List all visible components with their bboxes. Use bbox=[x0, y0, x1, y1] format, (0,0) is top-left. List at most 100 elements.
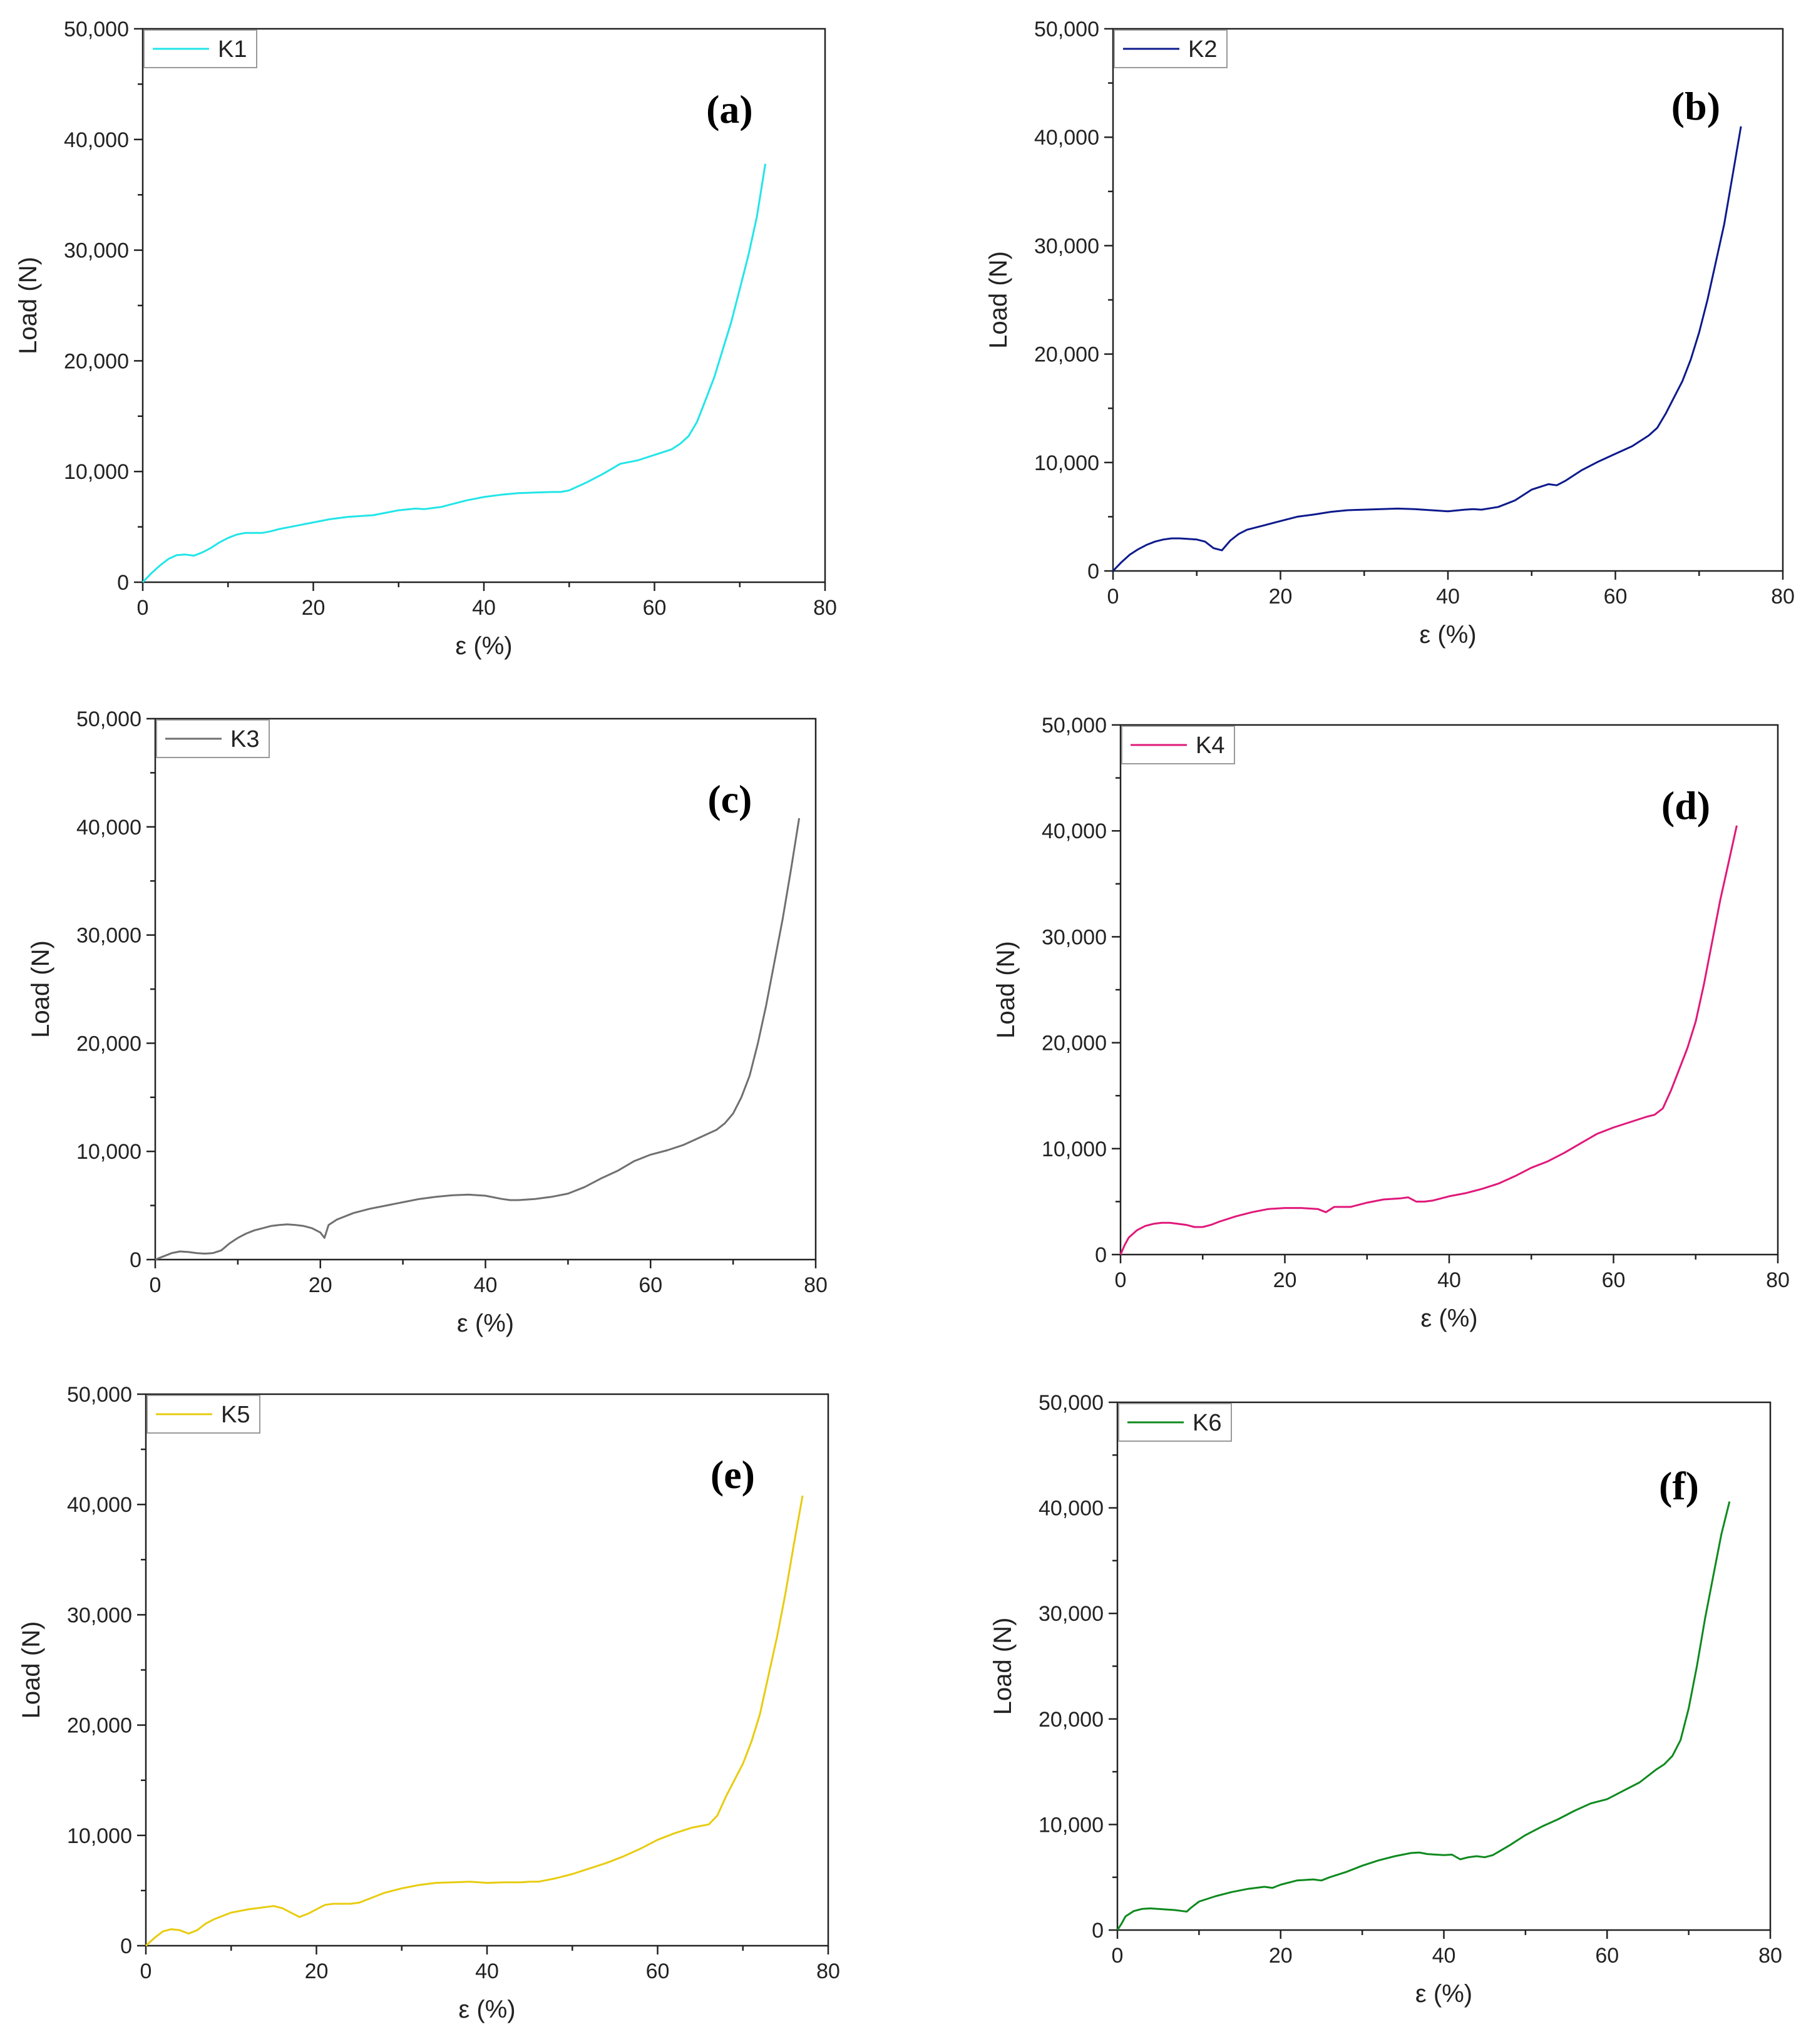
legend-label: K2 bbox=[1188, 36, 1217, 63]
y-tick-label: 20,000 bbox=[1039, 1708, 1104, 1732]
series-line-k6 bbox=[1116, 1501, 1731, 1931]
x-tick-label: 80 bbox=[1766, 1268, 1790, 1292]
x-tick-label: 80 bbox=[816, 1959, 840, 1983]
legend: K3 bbox=[156, 719, 270, 758]
panel-label: (a) bbox=[706, 87, 753, 131]
x-tick-label: 20 bbox=[1269, 1944, 1293, 1968]
x-tick-label: 40 bbox=[475, 1959, 499, 1983]
legend-label: K1 bbox=[218, 36, 247, 63]
y-tick-label: 40,000 bbox=[1042, 819, 1107, 843]
y-tick-label: 10,000 bbox=[1034, 451, 1099, 475]
x-tick-label: 0 bbox=[1107, 585, 1119, 609]
y-tick-label: 20,000 bbox=[1034, 343, 1099, 367]
series-line-k4 bbox=[1119, 825, 1738, 1255]
series-line-k2 bbox=[1112, 126, 1742, 572]
y-axis-title: Load (N) bbox=[989, 1618, 1017, 1715]
chart-panel-1: 0 20 40 60 80 0 10,000 20,000 30,000 40,000 50,000… bbox=[14, 18, 837, 660]
y-axis-title: Load (N) bbox=[18, 1621, 45, 1719]
legend-label: K4 bbox=[1196, 732, 1224, 759]
x-tick-label: 20 bbox=[1269, 585, 1293, 609]
y-axis-title: Load (N) bbox=[985, 251, 1012, 349]
x-tick-label: 60 bbox=[639, 1273, 662, 1297]
legend: K6 bbox=[1118, 1403, 1232, 1442]
x-tick-label: 80 bbox=[1758, 1944, 1782, 1968]
y-tick-label: 50,000 bbox=[1042, 714, 1107, 737]
x-axis-title: ε (%) bbox=[455, 632, 512, 660]
y-tick-label: 0 bbox=[1092, 1919, 1104, 1943]
panel-label: (c) bbox=[707, 777, 752, 821]
x-tick-label: 20 bbox=[302, 596, 326, 620]
legend: K2 bbox=[1114, 29, 1228, 68]
y-tick-label: 40,000 bbox=[64, 128, 129, 152]
y-tick-label: 0 bbox=[120, 1934, 132, 1958]
chart-panel-6: 0 20 40 60 80 0 10,000 20,000 30,000 40,000 50,000… bbox=[989, 1391, 1782, 2008]
x-axis-title: ε (%) bbox=[458, 1996, 515, 2023]
y-tick-label: 50,000 bbox=[1039, 1391, 1104, 1415]
x-tick-label: 40 bbox=[1437, 1268, 1461, 1292]
y-tick-label: 30,000 bbox=[64, 239, 129, 263]
legend-label: K5 bbox=[221, 1402, 250, 1428]
x-tick-label: 0 bbox=[1112, 1944, 1124, 1968]
y-tick-label: 10,000 bbox=[64, 460, 129, 484]
y-tick-label: 10,000 bbox=[76, 1140, 141, 1164]
x-tick-label: 60 bbox=[1604, 585, 1628, 609]
x-tick-label: 0 bbox=[140, 1959, 152, 1983]
y-tick-label: 40,000 bbox=[1034, 126, 1099, 150]
y-tick-label: 10,000 bbox=[1039, 1813, 1104, 1837]
x-tick-label: 20 bbox=[309, 1273, 332, 1297]
x-axis-title: ε (%) bbox=[1415, 1980, 1472, 2008]
x-axis-title: ε (%) bbox=[457, 1310, 514, 1337]
panel-label: (f) bbox=[1659, 1464, 1699, 1508]
y-axis-title: Load (N) bbox=[27, 940, 54, 1038]
y-tick-label: 30,000 bbox=[1042, 925, 1107, 949]
x-tick-label: 60 bbox=[1602, 1268, 1626, 1292]
y-tick-label: 0 bbox=[117, 571, 129, 595]
y-tick-label: 10,000 bbox=[1042, 1138, 1107, 1161]
chart-panel-2: 0 20 40 60 80 0 10,000 20,000 30,000 40,000 50,000… bbox=[985, 18, 1795, 649]
panel-label: (e) bbox=[711, 1452, 755, 1497]
y-tick-label: 0 bbox=[1095, 1243, 1107, 1267]
x-tick-label: 0 bbox=[137, 596, 149, 620]
y-tick-label: 20,000 bbox=[76, 1032, 141, 1055]
y-tick-label: 50,000 bbox=[76, 707, 141, 731]
x-axis-title: ε (%) bbox=[1419, 621, 1476, 649]
legend-label: K6 bbox=[1193, 1410, 1221, 1436]
series-line-k3 bbox=[155, 818, 801, 1261]
legend: K5 bbox=[146, 1395, 260, 1434]
series-line-k1 bbox=[141, 163, 767, 583]
x-axis-title: ε (%) bbox=[1420, 1305, 1477, 1332]
y-axis-title: Load (N) bbox=[14, 257, 42, 354]
x-tick-label: 40 bbox=[1436, 585, 1460, 609]
x-tick-label: 80 bbox=[813, 596, 837, 620]
legend: K4 bbox=[1121, 726, 1235, 764]
legend-label: K3 bbox=[230, 726, 259, 752]
y-tick-label: 40,000 bbox=[76, 816, 141, 840]
y-tick-label: 0 bbox=[130, 1248, 141, 1272]
y-tick-label: 40,000 bbox=[1039, 1497, 1104, 1521]
y-tick-label: 30,000 bbox=[1034, 234, 1099, 258]
x-tick-label: 40 bbox=[472, 596, 496, 620]
x-tick-label: 60 bbox=[646, 1959, 670, 1983]
x-tick-label: 40 bbox=[474, 1273, 498, 1297]
y-tick-label: 50,000 bbox=[64, 18, 129, 41]
chart-panel-4: 0 20 40 60 80 0 10,000 20,000 30,000 40,000 50,000… bbox=[992, 714, 1790, 1332]
y-tick-label: 50,000 bbox=[1034, 18, 1099, 41]
panel-label: (d) bbox=[1661, 783, 1710, 828]
x-tick-label: 0 bbox=[1115, 1268, 1127, 1292]
x-tick-label: 20 bbox=[1273, 1268, 1297, 1292]
y-tick-label: 0 bbox=[1087, 560, 1099, 583]
y-tick-label: 50,000 bbox=[67, 1383, 132, 1407]
y-tick-label: 30,000 bbox=[76, 924, 141, 948]
chart-panel-3: 0 20 40 60 80 0 10,000 20,000 30,000 40,000 50,000… bbox=[27, 707, 828, 1337]
series-line-k5 bbox=[145, 1495, 804, 1947]
x-tick-label: 0 bbox=[150, 1273, 162, 1297]
chart-panel-5: 0 20 40 60 80 0 10,000 20,000 30,000 40,000 50,000… bbox=[18, 1383, 840, 2023]
y-tick-label: 20,000 bbox=[64, 349, 129, 373]
y-tick-label: 20,000 bbox=[1042, 1032, 1107, 1055]
x-tick-label: 60 bbox=[643, 596, 667, 620]
y-tick-label: 20,000 bbox=[67, 1714, 132, 1738]
y-tick-label: 30,000 bbox=[67, 1603, 132, 1627]
x-tick-label: 80 bbox=[804, 1273, 828, 1297]
y-tick-label: 30,000 bbox=[1039, 1602, 1104, 1626]
x-tick-label: 40 bbox=[1432, 1944, 1456, 1968]
